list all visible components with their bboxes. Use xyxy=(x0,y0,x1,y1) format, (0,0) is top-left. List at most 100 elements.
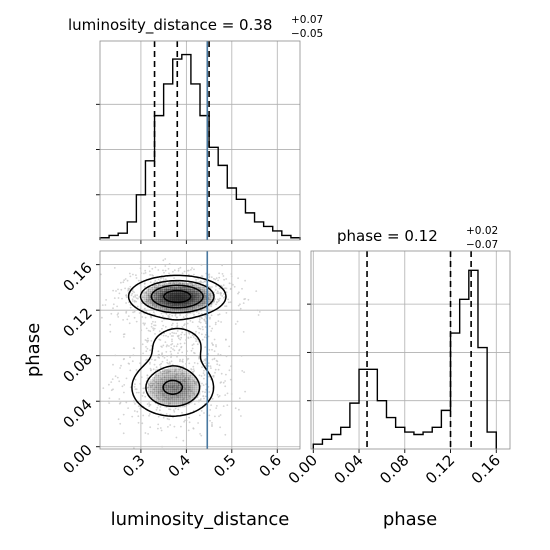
density-cell xyxy=(174,285,177,288)
density-cell xyxy=(190,385,193,388)
sample-point xyxy=(140,329,143,332)
sample-point xyxy=(224,385,227,388)
density-cell xyxy=(190,299,193,302)
sample-point xyxy=(185,419,188,422)
density-cell xyxy=(196,295,199,298)
sample-point xyxy=(144,300,147,303)
density-cell xyxy=(186,375,189,378)
density-cell xyxy=(164,401,167,404)
sample-point xyxy=(112,388,114,391)
sample-point xyxy=(160,345,163,348)
sample-point xyxy=(174,376,177,379)
density-cell xyxy=(154,383,157,386)
sample-point xyxy=(164,278,167,281)
density-cell xyxy=(168,289,171,292)
sample-point xyxy=(203,412,205,414)
sample-point xyxy=(219,414,222,416)
density-cell xyxy=(158,373,161,376)
density-cell xyxy=(180,295,183,298)
density-cell xyxy=(186,393,189,396)
sample-point xyxy=(150,340,153,342)
density-cell xyxy=(210,297,213,300)
density-cell xyxy=(148,299,151,302)
sample-point xyxy=(152,391,155,394)
sample-point xyxy=(149,367,152,370)
sample-point xyxy=(149,349,152,352)
sample-point xyxy=(145,291,147,294)
sample-point xyxy=(135,388,138,391)
luminosity-distance-title-lower: −0.05 xyxy=(291,28,323,40)
sample-point xyxy=(217,314,220,316)
sample-point xyxy=(113,267,116,269)
sample-point xyxy=(150,345,153,347)
density-cell xyxy=(198,299,201,302)
density-cell xyxy=(168,369,171,372)
density-cell xyxy=(158,385,161,388)
sample-point xyxy=(167,314,170,317)
sample-point xyxy=(165,386,168,389)
sample-point xyxy=(110,312,113,315)
density-cell xyxy=(194,301,197,304)
density-cell xyxy=(156,373,159,376)
density-cell xyxy=(168,299,171,302)
sample-point xyxy=(129,275,132,278)
density-cell xyxy=(180,309,183,312)
density-cell xyxy=(166,397,169,400)
sample-point xyxy=(176,387,179,390)
density-cell xyxy=(150,389,153,392)
sample-point xyxy=(111,378,114,380)
sample-point xyxy=(203,377,205,380)
sample-point xyxy=(181,411,183,414)
density-cell xyxy=(200,289,203,292)
sample-point xyxy=(183,324,185,327)
density-cell xyxy=(164,369,167,372)
density-cell xyxy=(162,287,165,290)
sample-point xyxy=(225,278,228,280)
density-cell xyxy=(152,393,155,396)
density-cell xyxy=(162,383,165,386)
sample-point xyxy=(187,286,189,289)
sample-point xyxy=(230,273,233,275)
density-cell xyxy=(146,297,149,300)
density-cell xyxy=(170,383,173,386)
density-cell xyxy=(208,301,211,304)
sample-point xyxy=(123,384,126,386)
density-cell xyxy=(154,393,157,396)
density-cell xyxy=(182,383,185,386)
density-cell xyxy=(162,297,165,300)
sample-point xyxy=(174,313,177,316)
density-cell xyxy=(178,397,181,400)
sample-point xyxy=(152,301,155,304)
sample-point xyxy=(129,386,132,389)
density-cell xyxy=(198,293,201,296)
sample-point xyxy=(179,342,182,345)
density-cell xyxy=(190,289,193,292)
density-cell xyxy=(156,383,159,386)
density-cell xyxy=(172,373,175,376)
density-cell xyxy=(170,281,173,284)
sample-point xyxy=(145,346,147,348)
density-cell xyxy=(198,287,201,290)
sample-point xyxy=(152,327,155,330)
density-cell xyxy=(184,399,187,402)
density-cell xyxy=(168,307,171,310)
density-cell xyxy=(188,303,191,306)
sample-point xyxy=(157,375,160,377)
density-cell xyxy=(186,401,189,404)
density-cell xyxy=(176,373,179,376)
sample-point xyxy=(157,427,159,430)
sample-point xyxy=(160,277,162,280)
density-cell xyxy=(166,297,169,300)
sample-point xyxy=(125,294,128,297)
sample-point xyxy=(114,354,117,357)
sample-point xyxy=(133,300,136,303)
sample-point xyxy=(132,311,135,314)
density-cell xyxy=(174,381,177,384)
density-cell xyxy=(164,291,167,294)
sample-point xyxy=(193,273,195,276)
density-cell xyxy=(180,299,183,302)
sample-point xyxy=(167,403,170,406)
density-cell xyxy=(192,285,195,288)
sample-point xyxy=(125,302,127,304)
density-cell xyxy=(202,303,205,306)
